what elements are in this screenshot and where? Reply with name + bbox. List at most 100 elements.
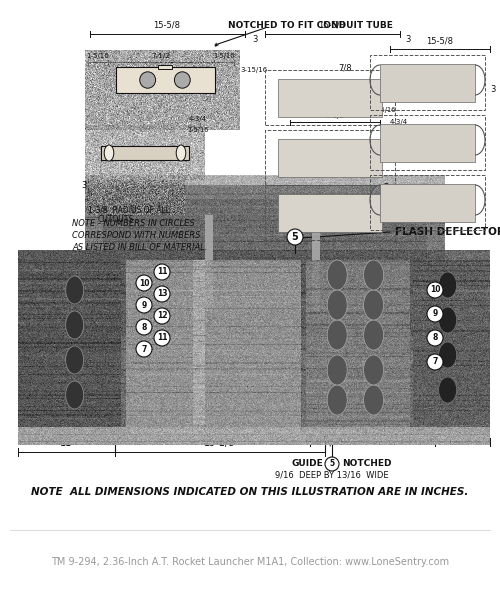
Bar	[380, 124, 475, 162]
Text: 7-1/2: 7-1/2	[326, 113, 344, 119]
Bar	[116, 67, 214, 93]
Text: 13: 13	[157, 290, 167, 299]
Circle shape	[136, 319, 152, 335]
Text: 15-5/8: 15-5/8	[426, 36, 454, 45]
Circle shape	[136, 341, 152, 357]
Bar	[265, 70, 395, 125]
Bar	[370, 115, 485, 170]
Ellipse shape	[327, 290, 347, 320]
Text: 10: 10	[430, 286, 440, 294]
Text: 9: 9	[432, 310, 438, 319]
Text: 15-5/8: 15-5/8	[318, 21, 345, 30]
Ellipse shape	[66, 276, 84, 304]
Text: 4-3/4: 4-3/4	[189, 116, 207, 122]
Ellipse shape	[327, 385, 347, 415]
Text: 1-3/8  RADIUS OF ALL: 1-3/8 RADIUS OF ALL	[88, 205, 170, 215]
Ellipse shape	[66, 311, 84, 339]
Text: CUTOUTS: CUTOUTS	[98, 215, 134, 225]
Circle shape	[154, 264, 170, 280]
Text: NOTE - NUMBERS IN CIRCLES: NOTE - NUMBERS IN CIRCLES	[72, 218, 195, 228]
Circle shape	[136, 275, 152, 291]
Text: 15-5/8: 15-5/8	[154, 21, 180, 30]
Ellipse shape	[140, 72, 156, 88]
Bar	[265, 130, 395, 185]
Text: 1-5/16: 1-5/16	[374, 107, 396, 113]
Bar	[278, 194, 382, 232]
Text: 5: 5	[330, 460, 334, 468]
Text: NOTCHED TO FIT CONDUIT TUBE: NOTCHED TO FIT CONDUIT TUBE	[228, 21, 392, 30]
Circle shape	[136, 297, 152, 313]
Text: 3: 3	[383, 183, 388, 192]
Text: AS LISTED IN BILL OF MATERIAL.: AS LISTED IN BILL OF MATERIAL.	[72, 242, 208, 251]
Ellipse shape	[438, 307, 456, 333]
Text: 7: 7	[142, 345, 146, 353]
Ellipse shape	[364, 355, 384, 385]
Text: 19-1/8: 19-1/8	[356, 428, 388, 438]
Bar	[380, 64, 475, 102]
Ellipse shape	[104, 145, 114, 161]
Ellipse shape	[327, 320, 347, 350]
Ellipse shape	[327, 355, 347, 385]
Ellipse shape	[364, 385, 384, 415]
Bar	[101, 146, 189, 160]
Circle shape	[154, 286, 170, 302]
Circle shape	[154, 330, 170, 346]
Text: 11: 11	[157, 267, 167, 277]
Ellipse shape	[66, 381, 84, 409]
Circle shape	[427, 354, 443, 370]
Text: 3: 3	[82, 181, 87, 189]
Text: 11: 11	[157, 333, 167, 343]
Circle shape	[427, 330, 443, 346]
Text: 19-1/8: 19-1/8	[204, 438, 236, 448]
Text: 9: 9	[142, 300, 146, 310]
Text: 7-1/2: 7-1/2	[152, 53, 171, 59]
Text: 7/8: 7/8	[338, 64, 352, 73]
Text: 3: 3	[405, 35, 410, 44]
Circle shape	[427, 306, 443, 322]
Text: 1-5/16: 1-5/16	[86, 53, 110, 59]
Bar	[370, 175, 485, 230]
Text: GUIDE: GUIDE	[291, 460, 323, 468]
Circle shape	[154, 308, 170, 324]
Text: 11: 11	[456, 428, 468, 438]
Circle shape	[427, 282, 443, 298]
Text: CORRESPOND WITH NUMBERS: CORRESPOND WITH NUMBERS	[72, 231, 200, 240]
Text: 8: 8	[142, 323, 146, 332]
Text: 5: 5	[292, 232, 298, 242]
Text: 8: 8	[432, 333, 438, 343]
Text: 1-5/16: 1-5/16	[188, 127, 208, 133]
Text: TM 9-294, 2.36-Inch A.T. Rocket Launcher M1A1, Collection: www.LoneSentry.com: TM 9-294, 2.36-Inch A.T. Rocket Launcher…	[51, 557, 449, 567]
Text: 1-5/16: 1-5/16	[214, 53, 234, 59]
Text: 12: 12	[157, 312, 167, 320]
Text: 3-15/16: 3-15/16	[395, 81, 422, 87]
Text: 4-3/4: 4-3/4	[390, 119, 408, 125]
Ellipse shape	[438, 272, 456, 298]
Text: NOTCHED: NOTCHED	[342, 460, 392, 468]
Text: NOTE  ALL DIMENSIONS INDICATED ON THIS ILLUSTRATION ARE IN INCHES.: NOTE ALL DIMENSIONS INDICATED ON THIS IL…	[32, 487, 469, 497]
Ellipse shape	[438, 342, 456, 368]
Ellipse shape	[174, 72, 190, 88]
Text: 3-15/16: 3-15/16	[240, 67, 267, 73]
Text: 11: 11	[60, 438, 72, 448]
Bar	[278, 79, 382, 117]
Bar	[370, 55, 485, 110]
Ellipse shape	[364, 260, 384, 290]
Bar	[158, 65, 172, 70]
Text: FLASH DEFLECTORS: FLASH DEFLECTORS	[395, 227, 500, 237]
Circle shape	[287, 229, 303, 245]
Bar	[380, 184, 475, 222]
Ellipse shape	[364, 320, 384, 350]
Bar	[265, 185, 395, 240]
Ellipse shape	[176, 145, 186, 161]
Circle shape	[325, 457, 339, 471]
Ellipse shape	[327, 260, 347, 290]
Text: 10: 10	[139, 278, 149, 287]
Text: 3: 3	[252, 35, 258, 44]
Text: 9/16  DEEP BY 13/16  WIDE: 9/16 DEEP BY 13/16 WIDE	[275, 470, 389, 480]
Text: 7: 7	[432, 358, 438, 366]
Bar	[278, 139, 382, 177]
Ellipse shape	[438, 377, 456, 403]
Ellipse shape	[364, 290, 384, 320]
Text: 3: 3	[490, 86, 496, 94]
Ellipse shape	[66, 346, 84, 374]
